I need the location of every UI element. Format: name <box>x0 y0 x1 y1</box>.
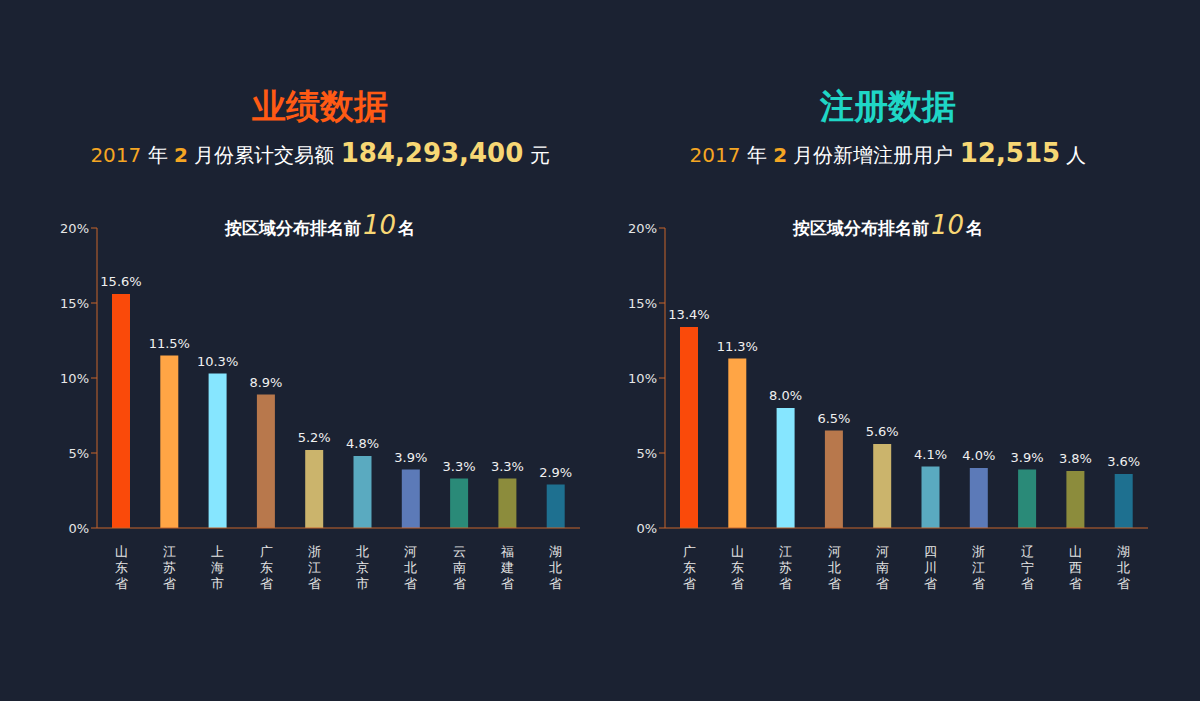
svg-text:5.2%: 5.2% <box>298 430 331 445</box>
svg-text:江苏省: 江苏省 <box>163 544 176 591</box>
svg-text:河北省: 河北省 <box>828 544 841 591</box>
svg-text:云南省: 云南省 <box>453 544 466 591</box>
svg-text:3.9%: 3.9% <box>394 450 427 465</box>
svg-text:河南省: 河南省 <box>876 544 889 591</box>
svg-text:10.3%: 10.3% <box>197 354 238 369</box>
svg-text:3.3%: 3.3% <box>443 459 476 474</box>
html-text:2017年2月份累计交易额184,293,400元: 2017年2月份累计交易额184,293,400元 <box>90 138 550 168</box>
svg-text:11.3%: 11.3% <box>717 339 758 354</box>
svg-text:8.0%: 8.0% <box>769 388 802 403</box>
svg-text:湖北省: 湖北省 <box>1117 544 1130 591</box>
svg-text:2.9%: 2.9% <box>539 465 572 480</box>
svg-text:山东省: 山东省 <box>115 544 128 591</box>
svg-text:5.6%: 5.6% <box>866 424 899 439</box>
svg-text:15.6%: 15.6% <box>100 274 141 289</box>
svg-text:4.1%: 4.1% <box>914 447 947 462</box>
svg-text:上海市: 上海市 <box>211 544 224 591</box>
svg-text:8.9%: 8.9% <box>249 375 282 390</box>
svg-text:3.8%: 3.8% <box>1059 451 1092 466</box>
svg-text:10%: 10% <box>60 371 89 386</box>
svg-text:山西省: 山西省 <box>1069 544 1082 591</box>
svg-text:3.9%: 3.9% <box>1011 450 1044 465</box>
html-text:2017年2月份新增注册用户12,515人: 2017年2月份新增注册用户12,515人 <box>689 138 1087 168</box>
svg-text:北京市: 北京市 <box>356 544 369 591</box>
svg-text:浙江省: 浙江省 <box>308 544 321 591</box>
svg-text:4.8%: 4.8% <box>346 436 379 451</box>
svg-text:江苏省: 江苏省 <box>779 544 792 591</box>
svg-text:山东省: 山东省 <box>731 544 744 591</box>
html-text:注册数据: 注册数据 <box>820 86 956 126</box>
svg-text:广东省: 广东省 <box>260 544 273 591</box>
svg-text:四川省: 四川省 <box>924 544 937 591</box>
svg-text:4.0%: 4.0% <box>962 448 995 463</box>
svg-text:河北省: 河北省 <box>404 544 417 591</box>
svg-text:0%: 0% <box>636 521 657 536</box>
svg-text:13.4%: 13.4% <box>668 307 709 322</box>
svg-text:15%: 15% <box>628 296 657 311</box>
svg-text:5%: 5% <box>68 446 89 461</box>
svg-text:0%: 0% <box>68 521 89 536</box>
svg-text:15%: 15% <box>60 296 89 311</box>
html-text:按区域分布排名前10名: 按区域分布排名前10名 <box>793 210 983 240</box>
svg-text:6.5%: 6.5% <box>817 411 850 426</box>
svg-text:3.3%: 3.3% <box>491 459 524 474</box>
html-text:按区域分布排名前10名: 按区域分布排名前10名 <box>225 210 415 240</box>
svg-text:福建省: 福建省 <box>500 544 514 591</box>
html-text:业绩数据: 业绩数据 <box>252 86 388 126</box>
svg-text:20%: 20% <box>60 221 89 236</box>
svg-text:辽宁省: 辽宁省 <box>1021 544 1034 591</box>
svg-text:11.5%: 11.5% <box>149 336 190 351</box>
svg-text:20%: 20% <box>628 221 657 236</box>
svg-text:10%: 10% <box>628 371 657 386</box>
svg-text:广东省: 广东省 <box>683 544 696 591</box>
svg-text:湖北省: 湖北省 <box>549 544 562 591</box>
svg-text:5%: 5% <box>636 446 657 461</box>
svg-text:浙江省: 浙江省 <box>972 544 985 591</box>
svg-text:3.6%: 3.6% <box>1107 454 1140 469</box>
